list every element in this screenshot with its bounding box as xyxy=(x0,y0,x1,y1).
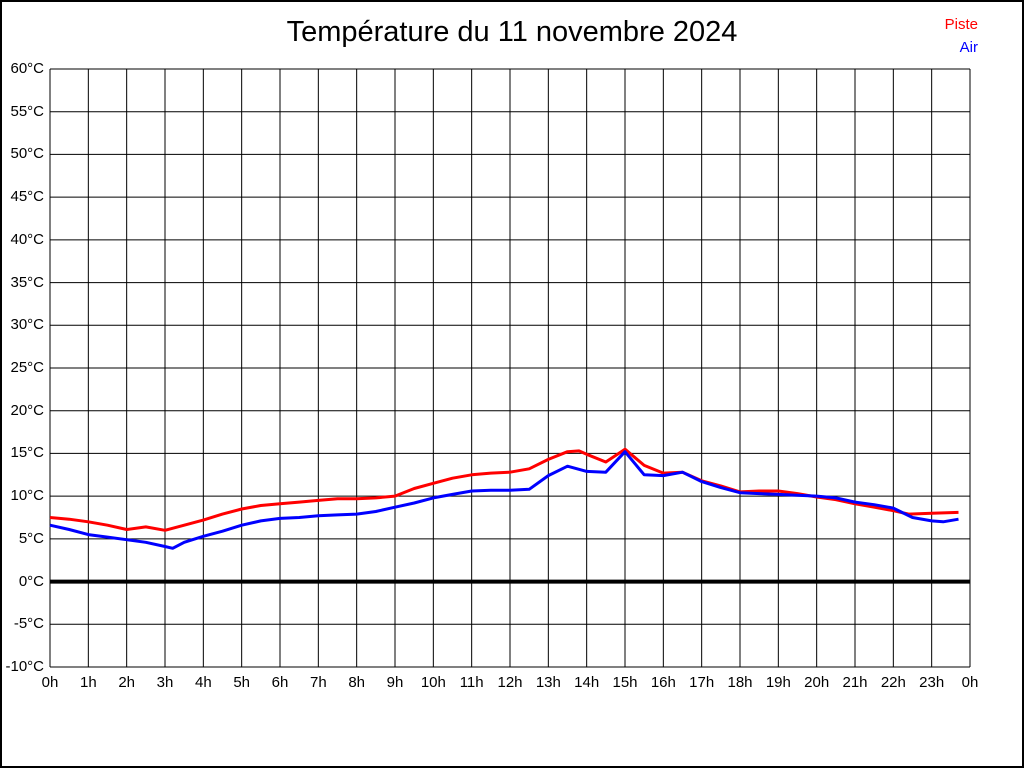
y-tick-label: -5°C xyxy=(13,615,44,633)
x-tick-label: 15h xyxy=(612,674,638,691)
x-tick-label: 13h xyxy=(535,674,561,691)
x-tick-label: 19h xyxy=(765,674,791,691)
x-tick-label: 0h xyxy=(961,674,979,691)
x-tick-label: 1h xyxy=(79,674,97,691)
x-tick-label: 14h xyxy=(574,674,600,691)
x-tick-label: 3h xyxy=(156,674,174,691)
y-tick-label: 60°C xyxy=(10,60,44,77)
x-tick-label: 10h xyxy=(420,674,446,691)
legend-item-air: Air xyxy=(959,39,978,56)
x-tick-label: 16h xyxy=(650,674,676,691)
plot-area xyxy=(49,68,971,668)
y-tick-label: -10°C xyxy=(5,658,44,675)
y-tick-label: 55°C xyxy=(10,102,44,120)
x-tick-label: 20h xyxy=(804,674,830,691)
x-tick-label: 21h xyxy=(842,674,868,691)
x-tick-label: 12h xyxy=(497,674,523,691)
x-tick-label: 8h xyxy=(348,674,365,691)
y-tick-label: 5°C xyxy=(18,529,44,547)
y-tick-label: 30°C xyxy=(10,316,44,334)
x-tick-label: 11h xyxy=(459,674,484,691)
x-tick-label: 4h xyxy=(194,674,212,691)
y-tick-label: 10°C xyxy=(10,487,44,505)
x-tick-label: 23h xyxy=(919,674,945,691)
x-tick-label: 18h xyxy=(727,674,753,691)
air-line xyxy=(49,450,959,550)
y-tick-label: 40°C xyxy=(10,230,44,248)
x-tick-label: 17h xyxy=(689,674,715,691)
x-tick-label: 7h xyxy=(309,674,327,691)
y-tick-label: 45°C xyxy=(10,188,44,206)
chart-title: Température du 11 novembre 2024 xyxy=(286,16,738,48)
y-tick-label: 35°C xyxy=(10,273,44,291)
x-tick-label: 0h xyxy=(41,674,59,691)
x-tick-label: 22h xyxy=(880,674,906,691)
x-tick-label: 2h xyxy=(118,674,135,691)
piste-line xyxy=(49,447,959,532)
y-tick-label: 0°C xyxy=(18,572,44,590)
y-tick-label: 50°C xyxy=(10,145,44,163)
chart-legend: Piste Air xyxy=(945,13,978,59)
x-tick-label: 5h xyxy=(233,674,250,691)
y-tick-label: 25°C xyxy=(10,359,44,376)
y-tick-label: 15°C xyxy=(10,444,44,462)
x-tick-label: 9h xyxy=(386,674,404,691)
x-tick-label: 6h xyxy=(271,674,289,691)
y-tick-label: 20°C xyxy=(10,401,44,419)
legend-item-piste: Piste xyxy=(944,16,978,33)
